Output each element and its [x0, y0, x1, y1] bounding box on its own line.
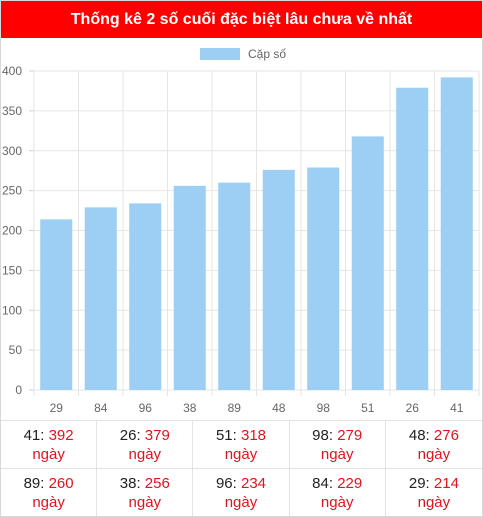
stat-unit: ngày — [320, 445, 354, 463]
x-tick-label: 41 — [450, 401, 464, 415]
stat-pair: 48 — [408, 426, 426, 444]
stat-cell: 48: 276 ngày — [385, 420, 482, 468]
x-tick-label: 51 — [361, 401, 375, 415]
stat-days: 234 — [240, 474, 267, 492]
y-tick-label: 200 — [2, 224, 22, 238]
stat-cell: 26: 379 ngày — [97, 420, 194, 468]
bar — [218, 182, 251, 390]
bar — [396, 87, 429, 390]
stat-cell: 98: 279 ngày — [289, 420, 386, 468]
x-tick-label: 98 — [317, 401, 331, 415]
stats-table: 41: 392 ngày 26: 379 ngày 51: 318 ngày 9… — [1, 420, 482, 516]
stat-pair: 89 — [23, 474, 41, 492]
stat-pair: 84 — [312, 474, 329, 492]
bar — [307, 167, 340, 390]
bar — [173, 185, 206, 390]
stat-days: 379 — [144, 426, 170, 444]
x-tick-label: 48 — [272, 401, 286, 415]
stat-pair: 41 — [23, 426, 41, 444]
stat-unit: ngày — [128, 445, 162, 463]
legend-label: Cặp số — [248, 47, 286, 61]
stat-unit: ngày — [417, 493, 451, 511]
stat-pair: 26 — [119, 426, 137, 444]
bar-chart-svg: Cặp số 0 50 100 150 200 250 300 350 400 29 84 96 38… — [2, 47, 480, 415]
stat-days: 214 — [433, 474, 459, 492]
stat-cell: 96: 234 ngày — [193, 468, 290, 516]
stat-unit: ngày — [417, 445, 451, 463]
stat-pair: 38 — [119, 474, 137, 492]
bars — [40, 77, 473, 390]
stat-days: 256 — [144, 474, 170, 492]
stat-pair: 29 — [408, 474, 426, 492]
stat-unit: ngày — [128, 493, 162, 511]
y-tick-label: 350 — [2, 104, 22, 118]
stat-days: 229 — [337, 474, 363, 492]
legend-swatch — [200, 48, 240, 60]
bar-chart: Cặp số 0 50 100 150 200 250 300 350 400 29 84 96 38… — [1, 38, 482, 419]
y-tick-label: 150 — [2, 263, 22, 277]
y-tick-label: 50 — [9, 343, 23, 357]
stat-days: 279 — [337, 426, 363, 444]
stat-days: 260 — [48, 474, 74, 492]
bar — [262, 169, 295, 390]
bar — [129, 203, 162, 390]
y-tick-label: 300 — [2, 144, 22, 158]
x-tick-label: 26 — [406, 401, 420, 415]
stat-cell: 29: 214 ngày — [385, 468, 482, 516]
stat-cell: 38: 256 ngày — [97, 468, 194, 516]
stat-unit: ngày — [32, 445, 65, 463]
stat-unit: ngày — [32, 493, 65, 511]
stat-cell: 51: 318 ngày — [193, 420, 290, 468]
bar — [84, 207, 117, 390]
x-tick-label: 84 — [94, 401, 108, 415]
stat-cell: 41: 392 ngày — [1, 420, 98, 468]
stat-days: 392 — [48, 426, 74, 444]
stat-days: 318 — [240, 426, 267, 444]
y-tick-label: 100 — [2, 303, 22, 317]
stat-pair: 51 — [215, 426, 233, 444]
stat-cell: 89: 260 ngày — [1, 468, 98, 516]
chart-legend[interactable]: Cặp số — [200, 47, 286, 61]
bar — [351, 136, 384, 390]
x-tick-label: 89 — [228, 401, 242, 415]
stat-pair: 98 — [312, 426, 329, 444]
x-tick-label: 96 — [139, 401, 153, 415]
bar — [440, 77, 473, 390]
x-axis-ticks: 29 84 96 38 89 48 98 51 26 41 — [50, 401, 464, 415]
y-tick-label: 400 — [2, 64, 22, 78]
stat-days: 276 — [433, 426, 459, 444]
x-tick-label: 38 — [183, 401, 197, 415]
stat-pair: 96 — [215, 474, 233, 492]
stat-unit: ngày — [224, 445, 258, 463]
stat-unit: ngày — [320, 493, 354, 511]
y-tick-label: 0 — [15, 383, 22, 397]
bar — [40, 219, 73, 390]
y-tick-label: 250 — [2, 184, 22, 198]
chart-title: Thống kê 2 số cuối đặc biệt lâu chưa về … — [1, 1, 482, 38]
y-axis-ticks: 0 50 100 150 200 250 300 350 400 — [2, 64, 22, 397]
x-tick-label: 29 — [50, 401, 64, 415]
stat-cell: 84: 229 ngày — [289, 468, 386, 516]
stat-unit: ngày — [224, 493, 258, 511]
